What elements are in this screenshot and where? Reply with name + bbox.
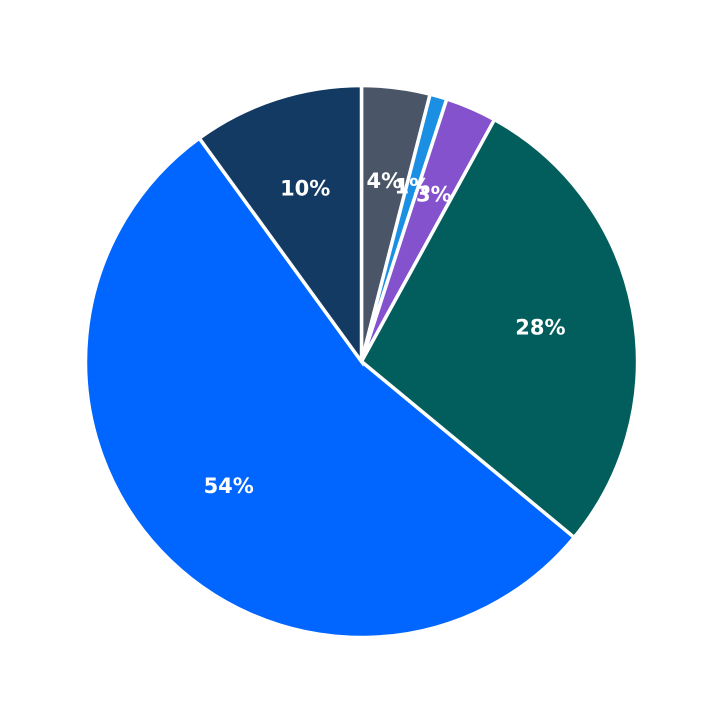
slice-label: 10% [280,176,330,200]
slices-layer [83,83,640,640]
pie-slice [196,83,364,367]
pie-slice [83,135,577,640]
slice-label: 3% [416,182,452,206]
slice-label: 4% [367,169,403,193]
slice-label: 54% [204,474,254,498]
slice-label: 1% [394,175,430,199]
slice-label: 28% [515,315,565,339]
labels-layer: 4%1%3% 28% 54% 10% [204,169,566,498]
pie-slice [359,117,640,540]
